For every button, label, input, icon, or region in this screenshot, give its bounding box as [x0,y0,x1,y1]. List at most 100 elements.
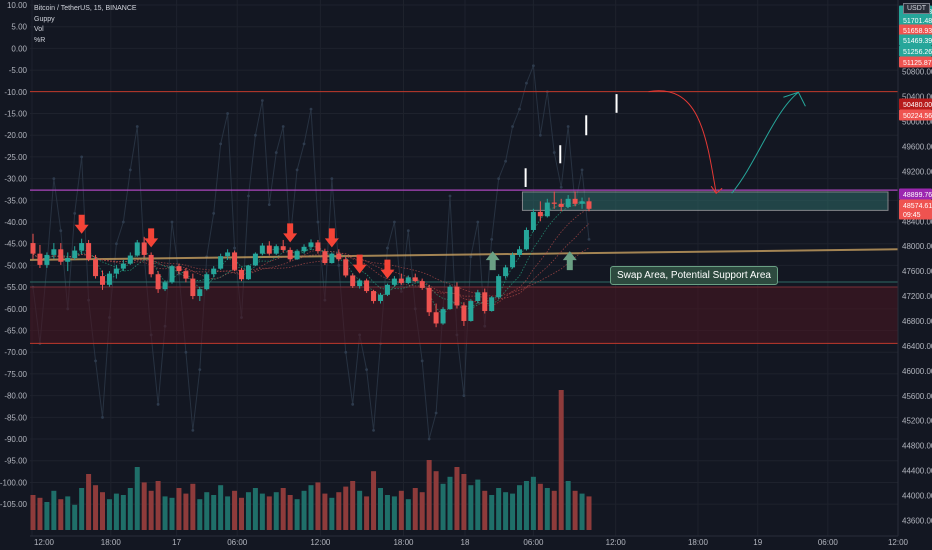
williams-r-point [580,168,584,172]
candle-body [120,263,126,269]
volume-bar [447,476,453,530]
price-tick-label: 44000.00 [902,491,932,500]
price-tick-label: 49200.00 [902,167,932,176]
indicator-vol[interactable]: Vol [34,26,44,33]
time-tick-label: 12:00 [34,538,55,547]
volume-bar [58,499,64,530]
volume-bar [245,492,251,530]
williams-r-point [532,64,535,68]
price-axis[interactable]: 50800.00 50400.00 50000.00 49600.00 49200.00… [897,0,932,550]
candle-body [572,198,578,204]
candle-body [315,242,321,252]
price-tick-label: 49600.00 [902,142,932,151]
williams-r-point [226,112,230,115]
volume-bar [371,471,377,530]
volume-bar [419,492,425,530]
wr-tick-label: -25.00 [4,153,27,162]
indicator-guppy[interactable]: Guppy [34,15,55,23]
williams-r-point [406,229,410,233]
volume-bar [266,496,272,530]
price-badge-label: 51701.48 [903,18,932,25]
wr-tick-label: 5.00 [11,23,27,32]
teal-arrow-head-icon [783,91,806,107]
wr-tick-label: -65.00 [4,327,27,336]
candle-body [523,229,529,250]
time-tick-label: 12:00 [888,538,909,547]
wr-tick-label: -15.00 [4,110,27,119]
red-down-arrow-icon [380,259,395,279]
williams-r-point [184,350,188,354]
williams-r-point [351,402,355,406]
williams-r-point [386,246,389,250]
candle-body [482,292,488,312]
wr-tick-label: -30.00 [4,175,27,184]
volume-bar [294,499,300,530]
volume-bar [287,495,293,530]
guppy-line [32,247,590,297]
time-tick-label: 06:00 [523,538,544,547]
wr-tick-label: -40.00 [4,218,27,227]
candle-body [148,254,154,275]
williams-r-point [115,242,118,246]
volume-bar [523,481,529,530]
williams-r-point [469,255,473,259]
williams-r-point [337,264,341,267]
price-badge [899,109,932,121]
price-tick-label: 43600.00 [902,516,932,525]
candle-body [113,268,119,274]
volume-bar [169,497,175,530]
candle-body [44,254,50,265]
price-tick-label: 44800.00 [902,442,932,451]
price-badge-label: 51469.39 [903,38,932,45]
volume-bar [579,493,585,530]
volume-bar [232,490,238,530]
drawings-layer[interactable] [74,90,806,279]
williams-r-point [254,133,257,137]
candle-body [72,250,78,259]
time-axis[interactable]: 12:00 18:00 17 06:00 12:00 18:00 18 06:00 12:00 1… [30,535,909,547]
red-down-arrow-icon [352,254,367,274]
williams-r-point [281,125,285,128]
volume-bar [336,492,342,530]
symbol-title[interactable]: Bitcoin / TetherUS, 15, BINANCE [34,5,137,12]
volume-bar [113,493,119,530]
volume-bar [364,496,370,530]
volume-bar [565,481,571,530]
candle-body [496,276,502,298]
volume-bar [79,488,85,530]
candle-body [384,284,390,295]
candle-body [357,280,363,287]
swap-box [521,191,889,211]
volume-bar [544,488,550,530]
volume-bar [134,467,140,530]
candle-body [58,249,64,262]
time-tick-label: 19 [753,538,762,547]
red-down-arrow-icon [324,228,339,248]
williams-r-point [274,151,278,154]
candle-body [30,243,36,254]
volume-bar [489,495,495,530]
price-tick-label: 47200.00 [902,292,932,301]
time-tick-label: 12:00 [606,538,627,547]
williams-r-point [73,211,77,215]
candle-body [225,252,231,257]
candle-body [329,253,335,264]
candle-body [398,278,404,283]
williams-r-point [504,159,507,163]
volume-bar [433,471,439,530]
wr-tick-label: -105.00 [0,500,28,509]
volume-bar [225,496,231,530]
volume-bar [391,496,397,530]
williams-r-point [344,350,348,354]
candle-body [419,281,425,288]
indicator-wr[interactable]: %R [34,36,46,44]
price-tick-label: 45200.00 [902,417,932,426]
candle-body [544,202,550,217]
candle-body [127,255,133,264]
volume-bar [384,495,390,530]
currency-unit-badge[interactable]: USDT [903,3,931,14]
candle-body [378,294,383,302]
candle-layer[interactable] [30,191,592,328]
